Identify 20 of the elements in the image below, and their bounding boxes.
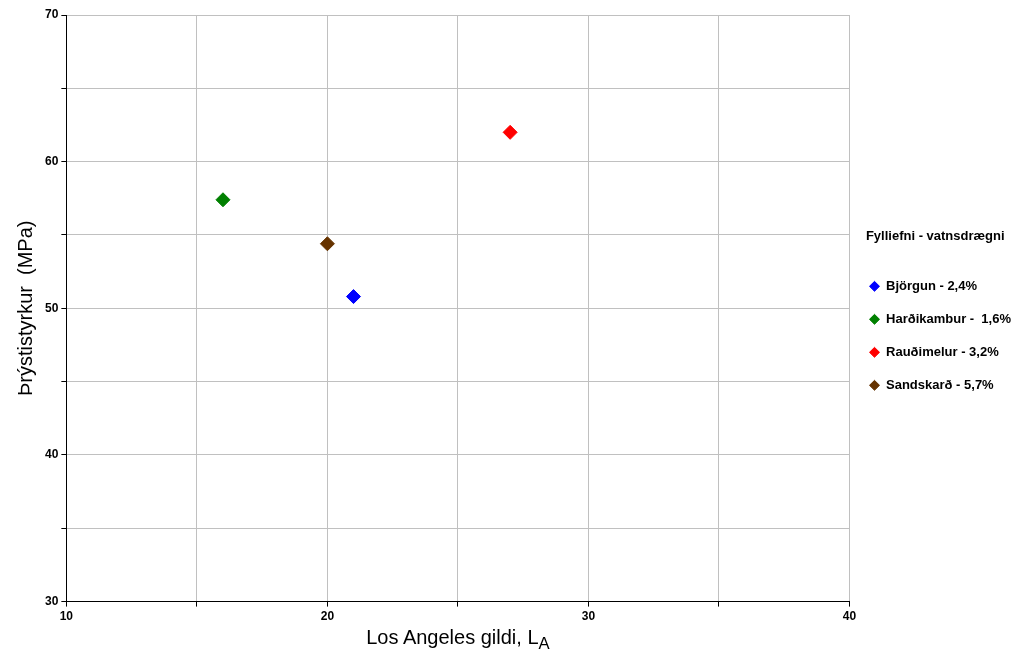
legend-title: Fylliefni - vatnsdrægni (865, 228, 1005, 244)
y-tick-label: 60 (44, 153, 59, 168)
x-tick-label: 40 (842, 609, 857, 624)
x-axis-title: Los Angeles gildi, L$_{A}$ (366, 626, 550, 654)
legend-label: Rauðimelur - 3,2% (886, 343, 1000, 359)
x-tick-label: 10 (59, 609, 74, 624)
point (319, 236, 335, 252)
point (215, 192, 231, 208)
x-tick-label: 20 (320, 609, 335, 624)
point (346, 289, 362, 305)
y-tick-label: 40 (44, 447, 59, 462)
y-tick-label: 70 (44, 7, 59, 22)
point (502, 124, 518, 140)
y-axis-title: Þrýstistyrkur (MPa) (13, 220, 36, 397)
legend-label: Sandskarð - 5,7% (886, 376, 995, 392)
x-tick-label: 30 (581, 609, 596, 624)
legend-label: Björgun - 2,4% (886, 277, 978, 293)
legend-label: Harðikambur - 1,6% (886, 310, 1012, 326)
y-tick-label: 30 (44, 593, 59, 608)
y-tick-label: 50 (44, 300, 59, 315)
